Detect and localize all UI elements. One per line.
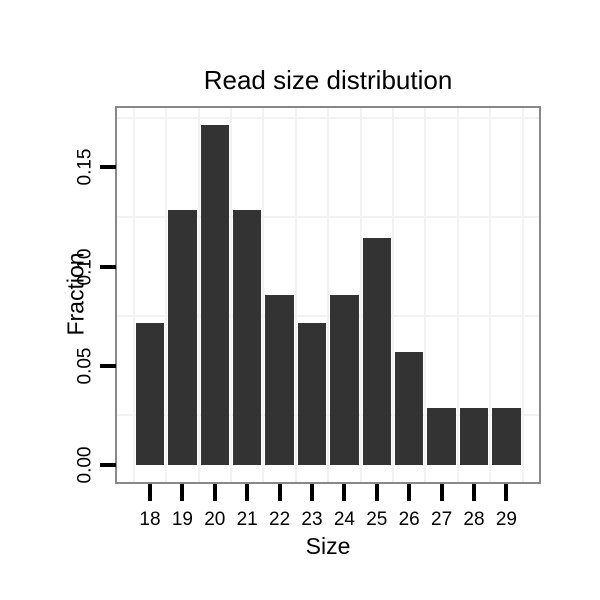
bar-28	[459, 408, 489, 465]
x-tick-label: 19	[171, 509, 193, 530]
y-tick-label: 0.05	[74, 347, 96, 385]
bar-18	[135, 323, 165, 465]
gridline-vertical	[489, 108, 492, 482]
bar-24	[330, 295, 359, 465]
x-axis-tick	[310, 484, 314, 501]
x-tick-label: 28	[463, 509, 485, 530]
x-axis-tick	[245, 484, 250, 501]
gridline-vertical	[197, 108, 200, 482]
gridline-vertical	[262, 108, 265, 482]
gridline-vertical	[456, 108, 459, 482]
gridline-vertical	[359, 108, 362, 482]
bar-19	[168, 209, 197, 465]
gridline-minor-horizontal	[117, 315, 539, 318]
gridline-minor-horizontal	[117, 116, 539, 119]
gridline-vertical	[424, 108, 427, 482]
x-axis-tick	[439, 484, 444, 501]
bar-29	[492, 408, 521, 465]
gridline-minor-horizontal	[117, 414, 539, 417]
gridline-vertical	[230, 108, 232, 482]
x-tick-label: 22	[269, 509, 291, 530]
bar-21	[232, 209, 262, 465]
x-tick-label: 23	[301, 509, 323, 530]
gridline-vertical	[392, 108, 394, 482]
gridline-vertical	[165, 108, 168, 482]
gridline-vertical	[327, 108, 330, 482]
plot-panel	[115, 106, 541, 484]
gridline-vertical	[521, 108, 524, 482]
gridline-vertical	[132, 108, 135, 482]
gridline-minor-horizontal	[117, 216, 539, 219]
x-tick-label: 21	[236, 509, 258, 530]
x-tick-label: 25	[366, 509, 388, 530]
y-axis-tick	[100, 165, 116, 170]
bar-25	[362, 238, 392, 465]
x-axis-tick	[148, 484, 152, 501]
bar-26	[394, 351, 424, 465]
y-tick-label: 0.15	[74, 148, 96, 186]
x-tick-label: 18	[139, 509, 161, 530]
x-axis-tick	[180, 484, 185, 501]
y-axis-tick	[100, 363, 116, 368]
x-axis-title: Size	[305, 533, 351, 559]
bar-23	[297, 323, 327, 465]
x-tick-label: 20	[204, 509, 226, 530]
x-axis-tick	[342, 484, 347, 501]
x-tick-label: 26	[398, 509, 420, 530]
y-axis-tick	[100, 264, 116, 269]
x-axis-tick	[277, 484, 282, 501]
x-axis-tick	[407, 484, 412, 501]
x-tick-label: 27	[431, 509, 453, 530]
y-tick-label: 0.00	[74, 446, 96, 484]
bar-22	[265, 295, 294, 465]
chart-title: Read size distribution	[203, 65, 453, 95]
y-axis-tick	[100, 462, 116, 467]
bar-20	[200, 125, 230, 465]
y-axis-title: Fraction	[62, 252, 89, 336]
x-axis-tick	[374, 484, 379, 501]
x-axis-tick	[504, 484, 509, 501]
gridline-vertical	[294, 108, 297, 482]
x-tick-label: 24	[333, 509, 355, 530]
bar-27	[427, 408, 456, 465]
x-tick-label: 29	[495, 509, 517, 530]
x-axis-tick	[472, 484, 476, 501]
x-axis-tick	[212, 484, 217, 501]
